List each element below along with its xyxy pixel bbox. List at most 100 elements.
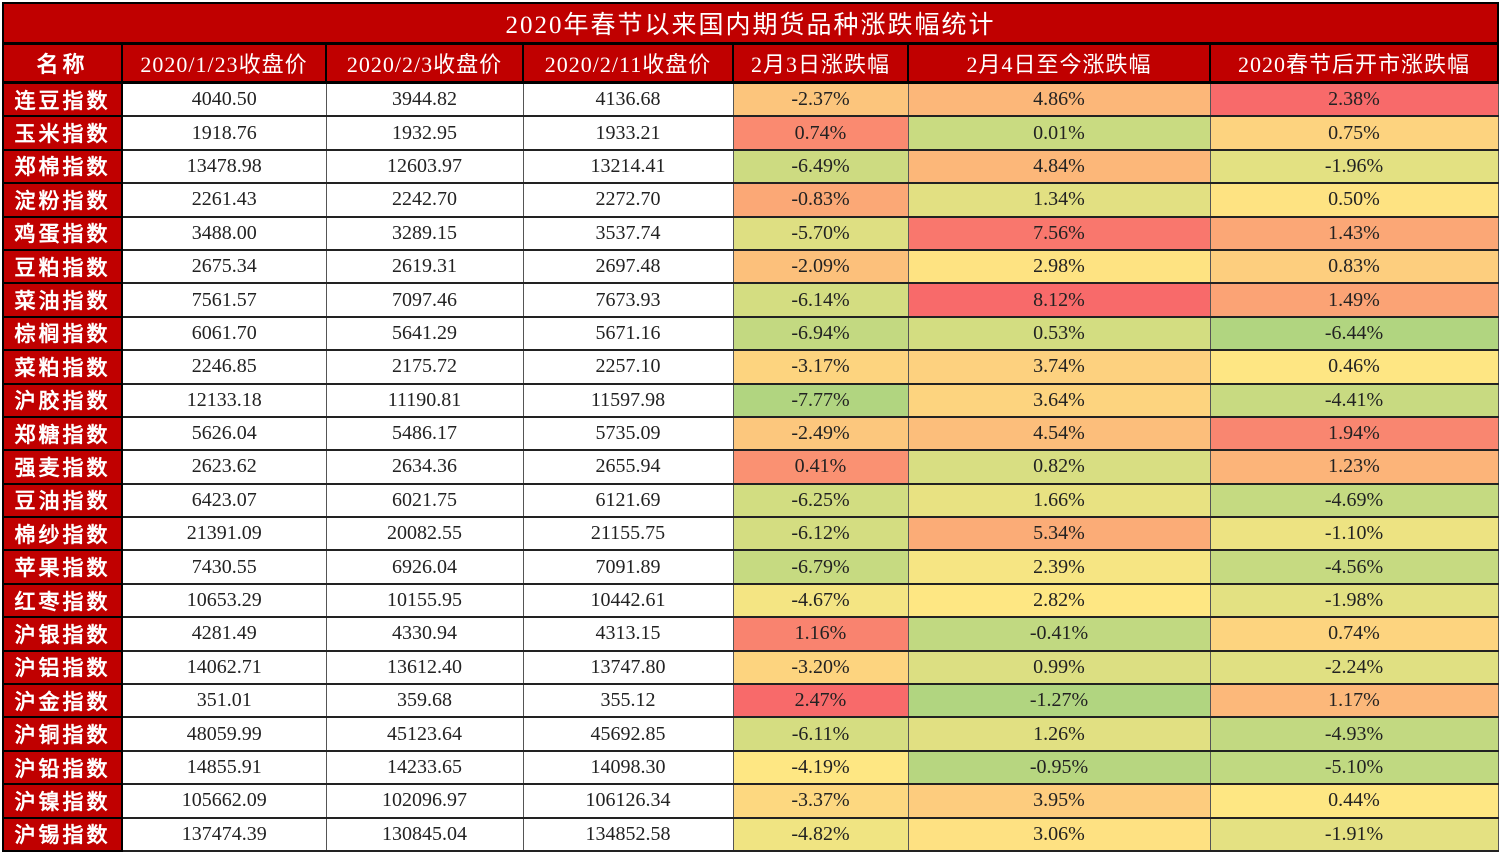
cell-change-0204-to-now: 2.39% [907, 549, 1211, 585]
table-row: 沪镍指数 105662.09 102096.97 106126.34 -3.37% 3.9… [2, 783, 1499, 819]
commodity-name: 豆粕指数 [2, 248, 123, 285]
cell-close-0211: 21155.75 [522, 516, 734, 552]
cell-close-0203: 3289.15 [325, 216, 524, 251]
cell-change-0203: -4.82% [732, 817, 909, 852]
header-close-0203: 2020/2/3收盘价 [325, 42, 524, 84]
cell-close-0211: 4136.68 [522, 82, 734, 118]
cell-change-since-reopen: -4.69% [1209, 483, 1499, 519]
cell-close-0123: 2675.34 [121, 249, 327, 285]
cell-change-since-reopen: 0.50% [1209, 182, 1499, 218]
cell-close-0203: 11190.81 [325, 383, 524, 418]
table-row: 豆粕指数 2675.34 2619.31 2697.48 -2.09% 2.98% 0.83… [2, 248, 1499, 285]
cell-change-0203: -6.12% [732, 516, 909, 552]
cell-close-0123: 137474.39 [121, 817, 327, 852]
cell-close-0123: 10653.29 [121, 583, 327, 619]
cell-close-0203: 12603.97 [325, 149, 524, 185]
cell-change-0203: -3.20% [732, 650, 909, 686]
cell-close-0211: 1933.21 [522, 115, 734, 151]
table-row: 淀粉指数 2261.43 2242.70 2272.70 -0.83% 1.34% 0.50… [2, 182, 1499, 218]
cell-close-0211: 11597.98 [522, 383, 734, 418]
cell-change-since-reopen: 1.43% [1209, 216, 1499, 251]
cell-change-since-reopen: 0.75% [1209, 115, 1499, 151]
table-row: 沪金指数 351.01 359.68 355.12 2.47% -1.27% 1.17% [2, 683, 1499, 719]
cell-close-0211: 2272.70 [522, 182, 734, 218]
cell-close-0203: 2242.70 [325, 182, 524, 218]
cell-change-0204-to-now: 3.74% [907, 349, 1211, 385]
table-row: 沪锡指数 137474.39 130845.04 134852.58 -4.82% 3.0… [2, 816, 1499, 852]
cell-close-0211: 4313.15 [522, 616, 734, 652]
cell-change-0203: -6.11% [732, 716, 909, 752]
cell-change-since-reopen: 0.74% [1209, 616, 1499, 652]
cell-change-0204-to-now: 0.01% [907, 115, 1211, 151]
table-row: 连豆指数 4040.50 3944.82 4136.68 -2.37% 4.86% 2.38… [2, 81, 1499, 118]
cell-change-0203: 0.41% [732, 449, 909, 485]
cell-change-0204-to-now: 2.98% [907, 249, 1211, 285]
commodity-name: 连豆指数 [2, 81, 123, 118]
cell-close-0203: 7097.46 [325, 282, 524, 318]
commodity-name: 沪铜指数 [2, 716, 123, 752]
cell-change-0203: -3.17% [732, 349, 909, 385]
cell-change-since-reopen: -5.10% [1209, 750, 1499, 786]
table-row: 沪铜指数 48059.99 45123.64 45692.85 -6.11% 1.26% -… [2, 716, 1499, 752]
table-row: 沪胶指数 12133.18 11190.81 11597.98 -7.77% 3.64% -… [2, 382, 1499, 418]
cell-close-0203: 6021.75 [325, 483, 524, 519]
cell-close-0203: 2175.72 [325, 349, 524, 385]
commodity-name: 郑糖指数 [2, 415, 123, 452]
commodity-name: 沪锡指数 [2, 816, 123, 852]
table-row: 玉米指数 1918.76 1932.95 1933.21 0.74% 0.01% 0.75% [2, 115, 1499, 151]
cell-change-0203: -4.67% [732, 583, 909, 619]
cell-close-0211: 14098.30 [522, 750, 734, 786]
cell-close-0123: 351.01 [121, 683, 327, 719]
cell-close-0123: 1918.76 [121, 115, 327, 151]
cell-close-0123: 6061.70 [121, 316, 327, 352]
cell-change-0204-to-now: 1.26% [907, 716, 1211, 752]
cell-change-since-reopen: -2.24% [1209, 650, 1499, 686]
commodity-name: 苹果指数 [2, 549, 123, 585]
cell-close-0123: 3488.00 [121, 216, 327, 251]
header-change-0204-to-now: 2月4日至今涨跌幅 [907, 42, 1211, 84]
cell-close-0211: 2257.10 [522, 349, 734, 385]
cell-close-0123: 2623.62 [121, 449, 327, 485]
cell-close-0203: 20082.55 [325, 516, 524, 552]
cell-change-since-reopen: -6.44% [1209, 316, 1499, 352]
commodity-name: 豆油指数 [2, 482, 123, 519]
cell-change-since-reopen: 2.38% [1209, 82, 1499, 118]
cell-change-0204-to-now: 0.99% [907, 650, 1211, 686]
cell-change-since-reopen: -4.41% [1209, 383, 1499, 418]
table-row: 强麦指数 2623.62 2634.36 2655.94 0.41% 0.82% 1.23% [2, 449, 1499, 485]
cell-change-0204-to-now: 8.12% [907, 282, 1211, 318]
cell-close-0211: 10442.61 [522, 583, 734, 619]
header-close-0123: 2020/1/23收盘价 [121, 42, 327, 84]
cell-change-since-reopen: -4.93% [1209, 716, 1499, 752]
commodity-name: 红枣指数 [2, 582, 123, 619]
table-row: 苹果指数 7430.55 6926.04 7091.89 -6.79% 2.39% -4.5… [2, 549, 1499, 585]
cell-close-0203: 2619.31 [325, 249, 524, 285]
cell-change-0204-to-now: 0.82% [907, 449, 1211, 485]
commodity-name: 强麦指数 [2, 449, 123, 485]
cell-close-0211: 106126.34 [522, 783, 734, 819]
cell-close-0203: 5641.29 [325, 316, 524, 352]
cell-change-0204-to-now: 0.53% [907, 316, 1211, 352]
cell-change-0203: -0.83% [732, 182, 909, 218]
cell-change-0203: -6.79% [732, 549, 909, 585]
commodity-name: 菜粕指数 [2, 349, 123, 385]
cell-close-0203: 130845.04 [325, 817, 524, 852]
cell-close-0123: 48059.99 [121, 716, 327, 752]
table-row: 沪铅指数 14855.91 14233.65 14098.30 -4.19% -0.95%… [2, 749, 1499, 786]
cell-close-0123: 2246.85 [121, 349, 327, 385]
commodity-name: 淀粉指数 [2, 182, 123, 218]
cell-change-0204-to-now: 7.56% [907, 216, 1211, 251]
cell-change-0203: -6.14% [732, 282, 909, 318]
cell-change-since-reopen: -4.56% [1209, 549, 1499, 585]
cell-change-0204-to-now: 1.66% [907, 483, 1211, 519]
table-row: 红枣指数 10653.29 10155.95 10442.61 -4.67% 2.82% -… [2, 582, 1499, 619]
commodity-name: 沪金指数 [2, 683, 123, 719]
cell-change-since-reopen: 0.44% [1209, 783, 1499, 819]
commodity-name: 沪银指数 [2, 616, 123, 652]
cell-close-0123: 13478.98 [121, 149, 327, 185]
cell-change-0203: -3.37% [732, 783, 909, 819]
commodity-name: 鸡蛋指数 [2, 215, 123, 251]
cell-change-since-reopen: -1.91% [1209, 817, 1499, 852]
cell-close-0123: 2261.43 [121, 182, 327, 218]
